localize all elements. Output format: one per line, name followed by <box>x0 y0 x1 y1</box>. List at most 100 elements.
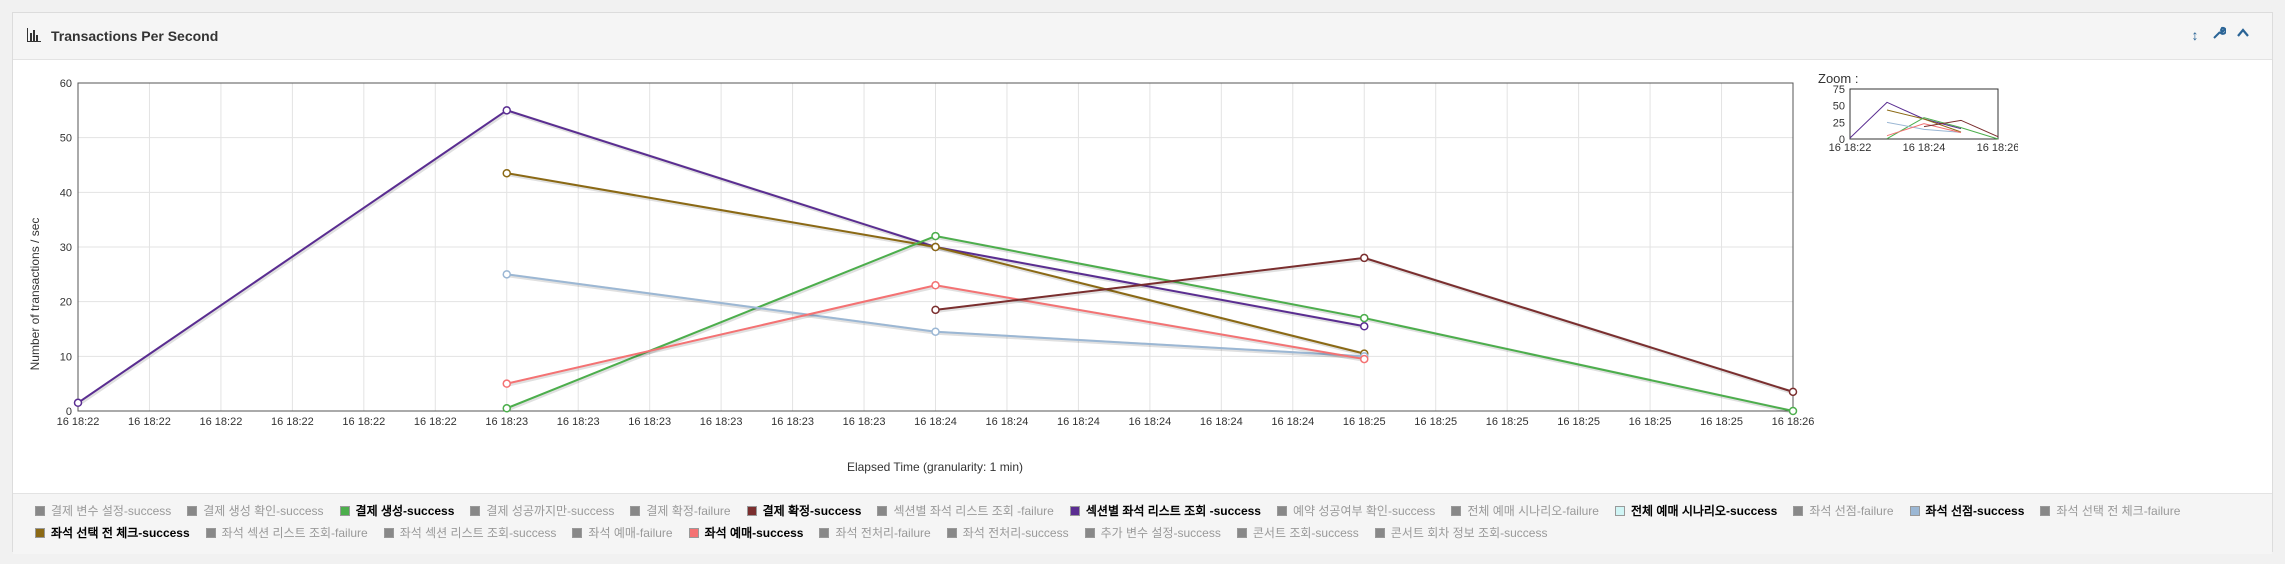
legend-swatch <box>1236 527 1247 538</box>
legend-item[interactable]: 결제 성공까지만-success <box>470 502 614 519</box>
legend-item[interactable]: 추가 변수 설정-success <box>1084 524 1221 541</box>
legend-label: 좌석 섹션 리스트 조회-success <box>399 526 557 540</box>
legend-label: 좌석 선점-success <box>1925 504 2025 518</box>
zoom-x-tick: 16 18:24 <box>1903 142 1946 154</box>
bar-chart-icon <box>27 28 41 42</box>
data-point[interactable] <box>1788 406 1798 416</box>
legend-swatch <box>339 505 350 516</box>
x-tick-label: 16 18:22 <box>200 416 243 428</box>
collapse-icon[interactable] <box>2234 26 2252 44</box>
data-point[interactable] <box>931 305 940 315</box>
legend-swatch <box>1614 505 1625 516</box>
legend-item[interactable]: 좌석 섹션 리스트 조회-failure <box>205 524 368 541</box>
data-point[interactable] <box>502 404 511 413</box>
legend-item[interactable]: 전체 예매 시나리오-success <box>1614 502 1777 519</box>
y-tick-label: 0 <box>66 406 72 418</box>
data-point[interactable] <box>502 379 511 388</box>
legend-swatch <box>946 527 957 538</box>
legend-label: 좌석 전처리-failure <box>835 526 931 540</box>
zoom-label: Zoom : <box>1818 71 1859 86</box>
legend-item[interactable]: 결제 생성-success <box>339 502 454 519</box>
zoom-overview-chart[interactable]: 75 50 25 016 18:22 16 18:24 16 18:26 <box>1818 81 2018 201</box>
legend-label: 전체 예매 시나리오-failure <box>1467 504 1599 518</box>
x-tick-label: 16 18:23 <box>843 416 886 428</box>
data-point[interactable] <box>73 398 83 408</box>
legend-label: 좌석 예매-failure <box>588 526 673 540</box>
legend-item[interactable]: 전체 예매 시나리오-failure <box>1451 502 1599 519</box>
zoom-series-line <box>1886 123 1962 137</box>
x-tick-label: 16 18:23 <box>557 416 600 428</box>
data-point[interactable] <box>1360 322 1369 331</box>
data-point[interactable] <box>931 327 940 336</box>
x-tick-label: 16 18:24 <box>1200 416 1243 428</box>
legend-swatch <box>1909 505 1920 516</box>
legend-swatch <box>1374 527 1385 538</box>
legend-item[interactable]: 좌석 선택 전 체크-success <box>35 524 190 541</box>
legend-swatch <box>470 505 481 516</box>
legend-swatch <box>746 505 757 516</box>
zoom-series-line <box>1923 119 1999 138</box>
legend-swatch <box>819 527 830 538</box>
legend: 결제 변수 설정-success 결제 생성 확인-success 결제 생성-su… <box>13 493 2272 554</box>
x-tick-label: 16 18:25 <box>1700 416 1743 428</box>
data-point[interactable] <box>502 106 511 115</box>
x-tick-label: 16 18:22 <box>342 416 385 428</box>
legend-item[interactable]: 결제 변수 설정-success <box>35 502 171 519</box>
data-point[interactable] <box>1788 387 1798 397</box>
zoom-series-line <box>1886 109 1962 133</box>
legend-item[interactable]: 좌석 전처리-success <box>946 524 1069 541</box>
legend-swatch <box>35 527 45 538</box>
y-tick-label: 60 <box>60 78 72 90</box>
x-tick-label: 16 18:23 <box>771 416 814 428</box>
legend-swatch <box>688 527 699 538</box>
series-0 <box>73 106 1369 408</box>
data-point[interactable] <box>931 281 940 290</box>
y-tick-label: 20 <box>60 297 72 309</box>
legend-item[interactable]: 좌석 선점-success <box>1909 502 2025 519</box>
legend-item[interactable]: 콘서트 조회-success <box>1236 524 1359 541</box>
legend-item[interactable]: 결제 확정-failure <box>630 502 731 519</box>
legend-label: 결제 확정-failure <box>646 504 731 518</box>
legend-item[interactable]: 좌석 예매-success <box>688 524 803 541</box>
legend-label: 좌석 선택 전 체크-success <box>51 526 190 540</box>
data-point[interactable] <box>1360 313 1369 323</box>
legend-item[interactable]: 결제 확정-success <box>746 502 861 519</box>
series-line <box>506 235 1794 412</box>
legend-item[interactable]: 좌석 예매-failure <box>572 524 673 541</box>
zoom-y-tick: 25 <box>1833 117 1845 129</box>
legend-label: 추가 변수 설정-success <box>1100 526 1221 540</box>
data-point[interactable] <box>931 242 940 252</box>
legend-item[interactable]: 콘서트 회차 정보 조회-success <box>1374 524 1547 541</box>
legend-item[interactable]: 결제 생성 확인-success <box>187 502 324 519</box>
x-tick-label: 16 18:25 <box>1557 416 1600 428</box>
wrench-icon[interactable] <box>2210 26 2228 44</box>
tps-line-chart: 0 10 20 30 40 50 60 16 18:22 16 18:22 16 18:22 16 … <box>28 78 1814 474</box>
legend-label: 섹션별 좌석 리스트 조회 -failure <box>893 504 1054 518</box>
data-point[interactable] <box>931 231 940 241</box>
legend-label: 좌석 전처리-success <box>962 526 1069 540</box>
zoom-series-line <box>1886 121 1962 133</box>
x-tick-label: 16 18:24 <box>1128 416 1171 428</box>
data-point[interactable] <box>502 168 511 178</box>
legend-item[interactable]: 예약 성공여부 확인-success <box>1276 502 1435 519</box>
legend-swatch <box>2040 505 2051 516</box>
y-axis-label: Number of transactions / sec <box>28 218 42 371</box>
y-tick-label: 30 <box>60 242 72 254</box>
resize-icon[interactable]: ↕ <box>2191 27 2199 43</box>
x-tick-label: 16 18:23 <box>628 416 671 428</box>
data-point[interactable] <box>1360 354 1369 364</box>
x-tick-label: 16 18:25 <box>1343 416 1386 428</box>
data-point[interactable] <box>502 270 511 279</box>
legend-item[interactable]: 좌석 선점-failure <box>1793 502 1894 519</box>
legend-item[interactable]: 좌석 섹션 리스트 조회-success <box>383 524 557 541</box>
legend-item[interactable]: 섹션별 좌석 리스트 조회 -success <box>1069 502 1261 519</box>
zoom-x-tick: 16 18:26 <box>1977 142 2018 154</box>
legend-item[interactable]: 좌석 선택 전 체크-failure <box>2040 502 2180 519</box>
tps-panel: Transactions Per Second ↕ 0 10 20 30 40 50 60 1… <box>12 12 2273 554</box>
legend-item[interactable]: 좌석 전처리-failure <box>819 524 931 541</box>
data-point[interactable] <box>1360 253 1369 263</box>
legend-label: 섹션별 좌석 리스트 조회 -success <box>1085 504 1261 518</box>
legend-item[interactable]: 섹션별 좌석 리스트 조회 -failure <box>877 502 1054 519</box>
panel-header: Transactions Per Second ↕ <box>13 13 2272 60</box>
x-tick-label: 16 18:24 <box>1057 416 1100 428</box>
